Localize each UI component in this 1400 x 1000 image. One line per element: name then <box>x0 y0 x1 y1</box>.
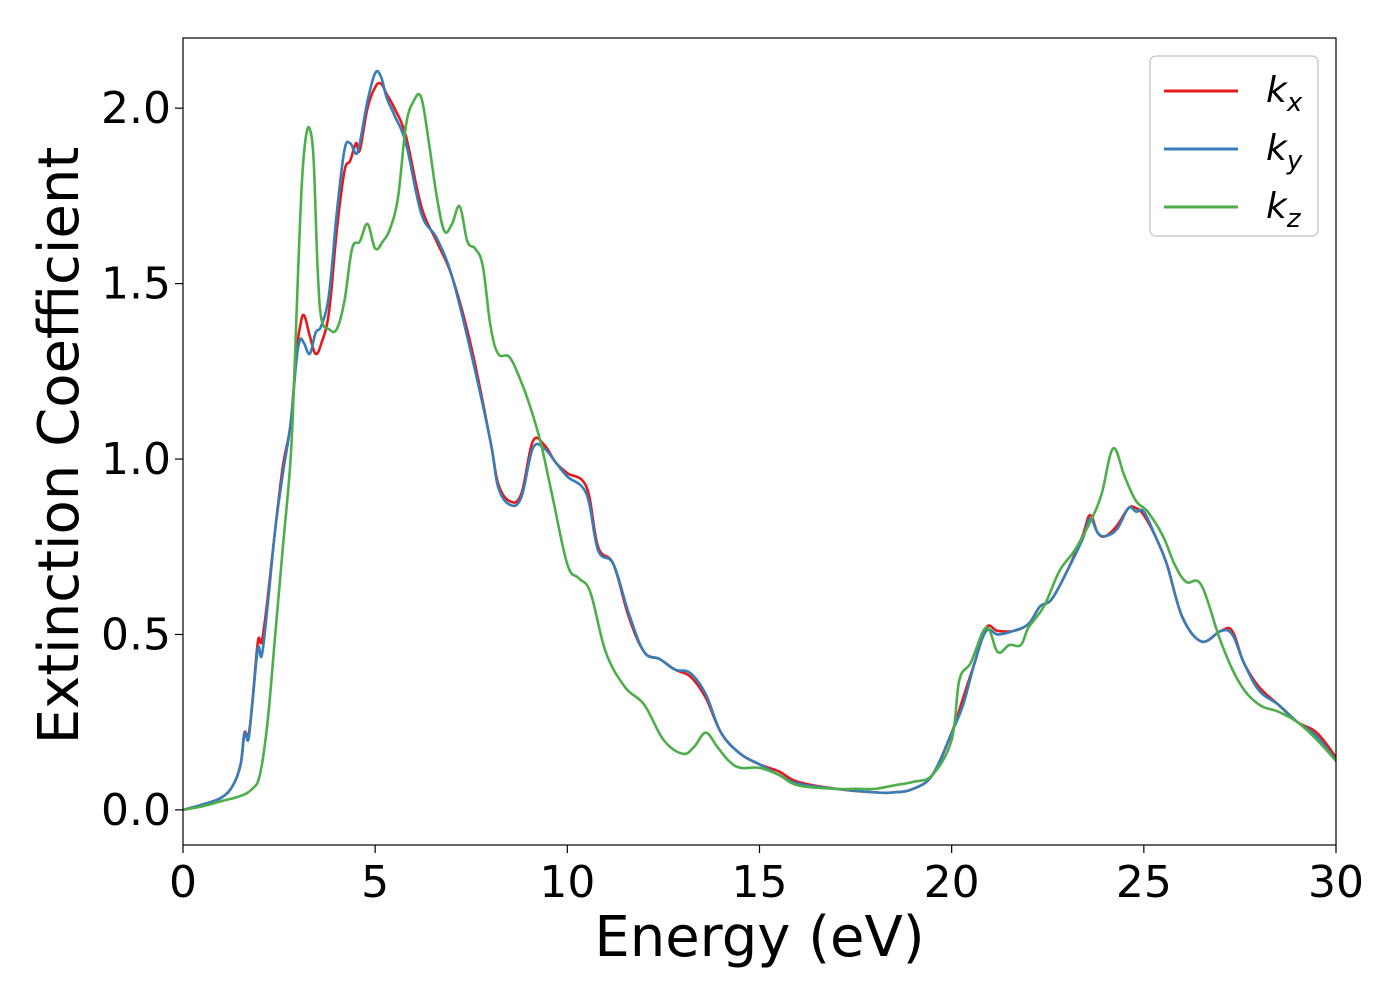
x-tick-label: 5 <box>361 857 389 908</box>
x-tick-label: 15 <box>732 857 788 908</box>
y-tick-label: 0.5 <box>101 609 171 660</box>
x-axis-ticks: 0 5 10 15 20 25 30 <box>169 845 1364 908</box>
x-tick-label: 20 <box>924 857 980 908</box>
series-line-kz <box>183 92 1336 812</box>
y-tick-label: 1.5 <box>101 259 171 310</box>
x-tick-label: 30 <box>1308 857 1364 908</box>
x-tick-label: 25 <box>1116 857 1172 908</box>
x-tick-label: 10 <box>539 857 595 908</box>
y-tick-label: 1.0 <box>101 434 171 485</box>
series-layer <box>183 69 1336 812</box>
x-axis-label: Energy (eV) <box>594 905 924 970</box>
x-tick-label: 0 <box>169 857 197 908</box>
y-axis-label: Extinction Coefficient <box>27 147 92 745</box>
legend-label-kx: kx <box>1266 70 1303 118</box>
series-line-kx <box>183 81 1336 812</box>
series-line-ky <box>183 69 1336 812</box>
legend-label-kz: kz <box>1266 186 1302 234</box>
legend-items: kx ky kz <box>1164 70 1303 234</box>
y-tick-label: 2.0 <box>101 83 171 134</box>
y-axis-ticks: 0.0 0.5 1.0 1.5 2.0 <box>101 83 183 836</box>
y-tick-label: 0.0 <box>101 785 171 836</box>
legend-box <box>1149 55 1319 237</box>
legend-label-ky: ky <box>1266 128 1303 176</box>
legend: kx ky kz <box>1149 55 1319 237</box>
